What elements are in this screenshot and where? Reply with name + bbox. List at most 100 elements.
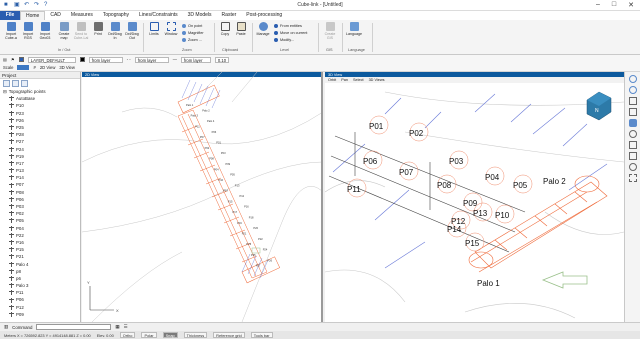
zoom-magnifier[interactable]: Magnifier — [182, 31, 204, 35]
minimize-button[interactable]: – — [595, 1, 600, 8]
weight-value[interactable]: 0.10 — [214, 56, 229, 63]
view-3d[interactable]: 3D View Orbit Pan Select 3D Views — [325, 72, 624, 322]
tree-item[interactable]: P19 — [3, 153, 80, 160]
tab-lines-constraints[interactable]: Lines/Constraints — [139, 12, 178, 18]
scale-input[interactable] — [17, 65, 30, 70]
grid-icon[interactable] — [628, 174, 637, 182]
import-cube-button[interactable]: Import Cube-a — [3, 22, 19, 46]
grid-view-icon[interactable]: ▦ — [115, 324, 120, 329]
level-from-entities[interactable]: From entities — [274, 24, 302, 28]
tree-item[interactable]: AutoBase — [3, 95, 80, 102]
info-icon[interactable] — [628, 130, 637, 138]
thickness-toggle[interactable]: Thickness — [183, 332, 208, 338]
tab-raster[interactable]: Raster — [221, 12, 237, 18]
tree-item[interactable]: p8 — [3, 268, 80, 275]
layer-tools-icon[interactable]: ⚑ — [10, 57, 15, 62]
create-map-button[interactable]: Create map — [56, 22, 72, 46]
command-input[interactable] — [36, 324, 112, 330]
tree-item[interactable]: P03 — [3, 203, 80, 210]
collapse-icon[interactable]: ⊟ — [3, 89, 7, 94]
tree-item[interactable]: P07 — [3, 181, 80, 188]
close-button[interactable]: ✕ — [628, 2, 634, 9]
list-view-icon[interactable]: ☰ — [123, 324, 128, 329]
rotate-icon[interactable] — [628, 97, 637, 105]
tree-item[interactable]: Palo 3 — [3, 282, 80, 289]
zoom-on-point[interactable]: On point — [182, 24, 202, 28]
expand-tool-icon[interactable] — [21, 80, 28, 87]
layers-icon[interactable]: ▤ — [3, 57, 7, 62]
level-move-on-current[interactable]: Move on current — [274, 31, 307, 35]
settings-icon[interactable] — [628, 163, 637, 171]
dxf-out-button[interactable]: Dxf/Dwg Out — [124, 22, 140, 46]
tree-item[interactable]: P12 — [3, 304, 80, 311]
level-modify[interactable]: Modify... — [274, 38, 294, 42]
print-button[interactable]: Print — [90, 22, 106, 46]
tree-item[interactable]: P04 — [3, 225, 80, 232]
tree-item[interactable]: P08 — [3, 189, 80, 196]
grid-icon[interactable]: # — [33, 65, 36, 70]
tree-item[interactable]: P09 — [3, 311, 80, 318]
layer-icon[interactable] — [628, 141, 637, 149]
tree-item[interactable]: P05 — [3, 217, 80, 224]
save-icon[interactable]: ■ — [4, 2, 8, 8]
select-tool-icon[interactable] — [3, 80, 10, 87]
tab-3d-models[interactable]: 3D Models — [187, 12, 212, 18]
tree-item[interactable]: P13 — [3, 167, 80, 174]
redo-icon[interactable]: ↷ — [34, 2, 40, 8]
language-button[interactable]: Language — [346, 22, 362, 46]
import-geo-button[interactable]: Import Geo03 — [37, 22, 53, 46]
reference-grid-toggle[interactable]: Reference grid — [213, 332, 245, 338]
select-tool[interactable]: Select — [353, 78, 364, 82]
tree-item[interactable]: P24 — [3, 146, 80, 153]
orbit-tool[interactable]: Orbit — [328, 78, 337, 82]
tools-bar-toggle[interactable]: Tools bar — [250, 332, 273, 338]
tree-item[interactable]: P21 — [3, 253, 80, 260]
tree-item[interactable]: p6 — [3, 275, 80, 282]
copy-button[interactable]: Copy — [217, 22, 233, 46]
create-gis-button[interactable]: Create GIS — [322, 22, 338, 46]
tree-item[interactable]: P17 — [3, 160, 80, 167]
tab-home[interactable]: Home — [20, 11, 46, 20]
pan-icon[interactable] — [628, 119, 637, 127]
limits-button[interactable]: Limits — [146, 22, 162, 46]
tree-item[interactable]: P11 — [3, 289, 80, 296]
layer-select[interactable]: LAYER_DEFAULT — [27, 56, 76, 63]
tree-item[interactable]: P26 — [3, 117, 80, 124]
tree-item[interactable]: P15 — [3, 246, 80, 253]
tree-item[interactable]: P27 — [3, 138, 80, 145]
lineweight-select[interactable]: from layer — [180, 56, 211, 63]
tab-post-processing[interactable]: Post-processing — [246, 12, 283, 18]
polar-toggle[interactable]: Polar — [141, 332, 157, 338]
linetype-select[interactable]: from layer — [134, 56, 169, 63]
dxf-in-button[interactable]: Dxf/Dwg In — [107, 22, 123, 46]
measure-icon[interactable] — [628, 108, 637, 116]
undo-icon[interactable]: ↶ — [24, 2, 30, 8]
tree-item[interactable]: P28 — [3, 131, 80, 138]
tree-item[interactable]: P14 — [3, 174, 80, 181]
tree-item[interactable]: P16 — [3, 239, 80, 246]
tab-cad[interactable]: CAD — [50, 12, 61, 18]
paste-button[interactable]: Paste — [233, 22, 249, 46]
tree-item[interactable]: P22 — [3, 232, 80, 239]
tree-item[interactable]: P10 — [3, 102, 80, 109]
view-3d-toggle[interactable]: 3D View — [59, 65, 75, 70]
tree-item[interactable]: P06 — [3, 196, 80, 203]
tree-item[interactable]: Palo 4 — [3, 261, 80, 268]
tree-item[interactable]: P06 — [3, 296, 80, 303]
manage-button[interactable]: Manage — [255, 22, 271, 46]
maximize-button[interactable]: □ — [611, 1, 617, 8]
views-dropdown[interactable]: 3D Views — [368, 78, 385, 82]
color-select[interactable]: from layer — [88, 56, 123, 63]
snap-icon[interactable] — [628, 152, 637, 160]
ortho-toggle[interactable]: Ortho — [119, 332, 136, 338]
view-cube[interactable]: N — [586, 91, 612, 121]
tree-item[interactable]: P23 — [3, 110, 80, 117]
zoom-more[interactable]: Zoom ... — [182, 38, 202, 42]
snap-toggle[interactable]: Snap — [162, 332, 178, 338]
zoom-in-icon[interactable] — [628, 75, 637, 83]
tree-item[interactable]: P25 — [3, 124, 80, 131]
filter-tool-icon[interactable] — [12, 80, 19, 87]
help-icon[interactable]: ? — [44, 2, 48, 8]
window-zoom-button[interactable]: Window — [163, 22, 179, 46]
zoom-out-icon[interactable] — [628, 86, 637, 94]
